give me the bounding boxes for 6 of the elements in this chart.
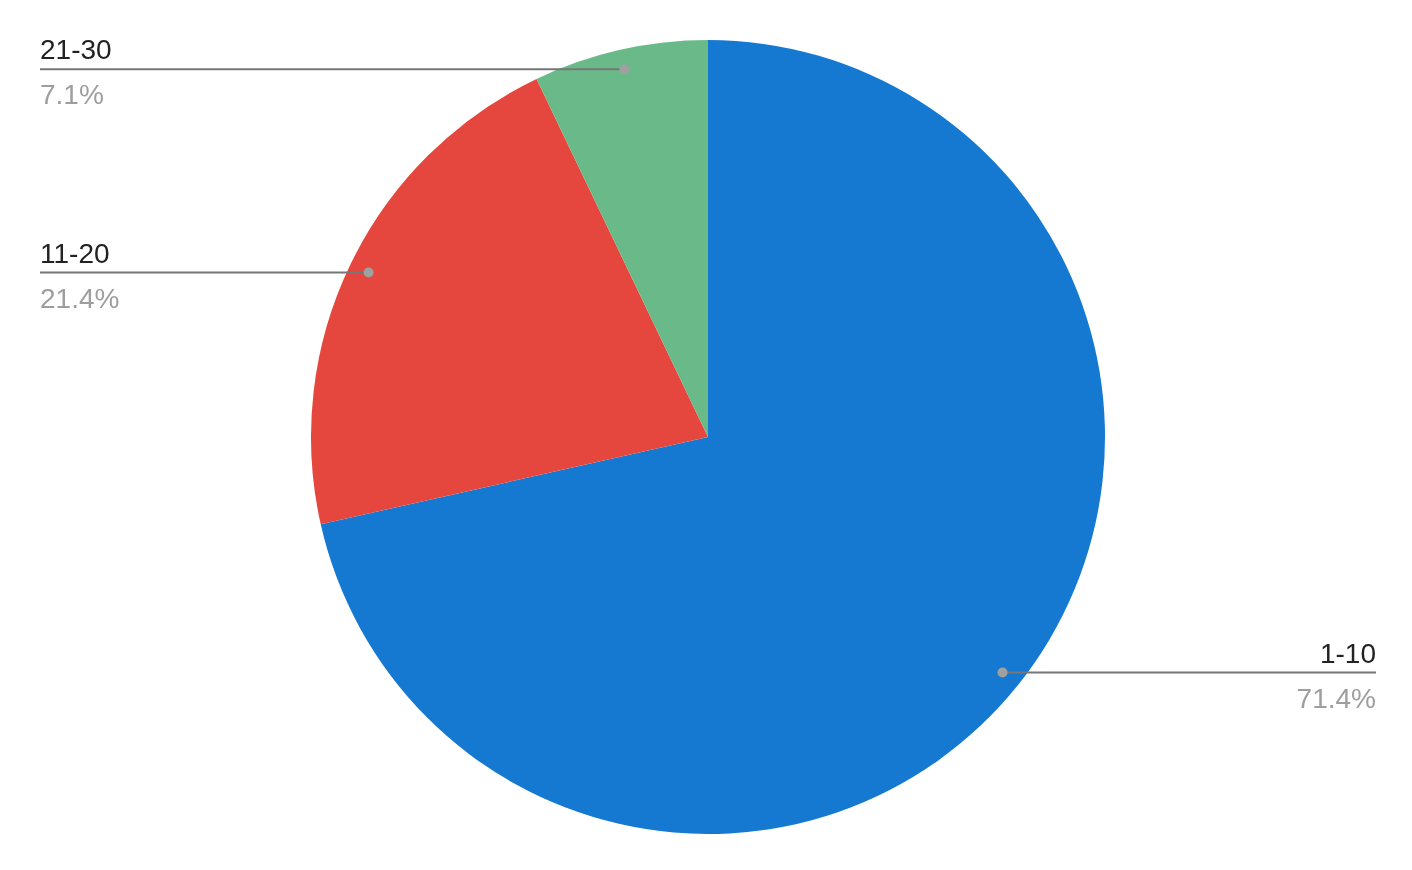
- data-label: 71.4%: [1296, 682, 1376, 714]
- slice-label: 21-30: [40, 34, 112, 66]
- data-label: 7.1%: [40, 79, 104, 111]
- slice-label: 11-20: [40, 237, 110, 269]
- slice-label: 1-10: [1319, 637, 1376, 669]
- data-label: 21.4%: [40, 282, 120, 314]
